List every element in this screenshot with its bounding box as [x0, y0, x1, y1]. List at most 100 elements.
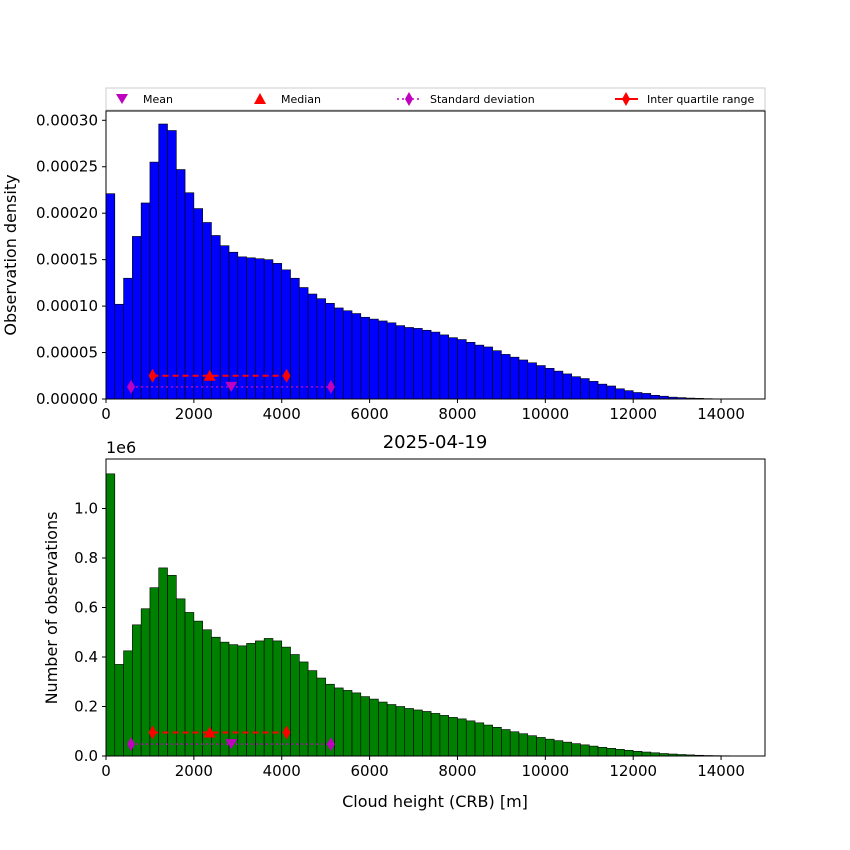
histogram-bar: [509, 356, 520, 400]
histogram-bar: [422, 329, 432, 400]
histogram-bar: [351, 692, 362, 757]
histogram-bar: [237, 645, 247, 757]
histogram-bar: [246, 257, 256, 400]
histogram-bar: [536, 737, 546, 757]
histogram-bar: [395, 325, 406, 400]
histogram-bar: [369, 318, 379, 400]
histogram-bar: [545, 368, 555, 400]
histogram-bar: [580, 378, 590, 400]
histogram-bar: [553, 370, 564, 400]
density-histogram: 0 2000 4000 6000 8000 10000 12000 14000 0.00000…: [1, 110, 766, 423]
histogram-bar: [386, 704, 397, 757]
histogram-bar: [422, 711, 432, 757]
histogram-bar: [457, 339, 467, 400]
y-tick-label: 0.8: [74, 549, 98, 567]
histogram-bar: [439, 715, 449, 757]
histogram-bar: [395, 706, 406, 757]
x-tick-label: 2000: [175, 405, 213, 423]
histogram-bar: [342, 310, 353, 400]
histogram-bar: [158, 567, 168, 757]
histogram-bar: [290, 277, 300, 400]
density-y-label: Observation density: [1, 174, 20, 335]
histogram-bar: [386, 322, 397, 400]
histogram-bar: [167, 130, 177, 400]
x-tick-label: 4000: [263, 762, 301, 780]
x-tick-label: 10000: [521, 405, 569, 423]
x-tick-label: 14000: [697, 762, 745, 780]
histogram-bar: [597, 383, 608, 400]
histogram-bar: [413, 328, 423, 400]
y-tick-label: 0.2: [74, 698, 98, 716]
count-chart-title: 2025-04-19: [383, 432, 488, 453]
iqr-low-marker: [148, 725, 157, 740]
histogram-bar: [360, 696, 370, 757]
density-y-axis: 0.00000 0.00005 0.00010 0.00015 0.00020 0.000…: [36, 111, 106, 408]
histogram-bar: [193, 620, 203, 757]
x-tick-label: 2000: [175, 762, 213, 780]
y-tick-label: 0.00010: [36, 297, 98, 315]
x-tick-label: 0: [101, 405, 111, 423]
histogram-bar: [272, 263, 283, 400]
legend-iqr-label: Inter quartile range: [647, 93, 754, 106]
histogram-bar: [501, 729, 511, 757]
histogram-bar: [527, 735, 537, 757]
histogram-bar: [448, 337, 458, 400]
iqr-high-marker: [282, 725, 291, 740]
histogram-bar: [650, 394, 660, 400]
histogram-bar: [334, 687, 344, 757]
histogram-bar: [342, 690, 353, 757]
histogram-bar: [448, 717, 458, 757]
x-tick-label: 4000: [263, 405, 301, 423]
histogram-bar: [140, 608, 151, 757]
y-tick-label: 0.00000: [36, 390, 98, 408]
histogram-bar: [193, 208, 203, 400]
histogram-bar: [562, 373, 572, 400]
x-tick-label: 10000: [521, 762, 569, 780]
histogram-bar: [615, 388, 625, 400]
histogram-bar: [299, 661, 309, 757]
histogram-bar: [263, 259, 274, 400]
histogram-bar: [132, 624, 142, 757]
legend-iqr-marker: [622, 92, 630, 106]
x-tick-label: 12000: [609, 762, 657, 780]
histogram-bar: [211, 235, 221, 400]
legend-mean-label: Mean: [143, 93, 173, 106]
std-high-marker: [326, 737, 335, 752]
histogram-bar: [184, 612, 195, 757]
histogram-bar: [167, 575, 177, 757]
histogram-bar: [299, 287, 309, 400]
histogram-bar: [562, 741, 572, 757]
histogram-bar: [430, 713, 441, 757]
histogram-bar: [211, 636, 221, 757]
histogram-bar: [580, 744, 590, 757]
histogram-bar: [483, 346, 493, 400]
histogram-bar: [404, 708, 414, 757]
count-y-offset: 1e6: [106, 438, 136, 457]
histogram-bar: [290, 654, 300, 757]
histogram-bar: [307, 293, 318, 400]
histogram-bar: [545, 738, 555, 757]
histogram-bar: [474, 344, 485, 400]
histogram-bar: [413, 709, 423, 757]
y-tick-label: 0.00030: [36, 111, 98, 129]
histogram-bar: [114, 303, 124, 400]
histogram-bar: [378, 320, 388, 400]
legend-std-label: Standard deviation: [430, 93, 535, 106]
x-tick-label: 6000: [351, 762, 389, 780]
y-tick-label: 0.4: [74, 648, 98, 666]
histogram-bar: [369, 698, 379, 757]
histogram-bar: [255, 258, 265, 400]
histogram-bar: [228, 251, 239, 400]
density-bars: [105, 123, 731, 400]
histogram-bar: [237, 256, 247, 400]
histogram-bar: [105, 473, 116, 757]
histogram-bar: [158, 123, 168, 400]
histogram-bar: [465, 720, 476, 757]
histogram-bar: [272, 640, 283, 757]
legend-median-label: Median: [281, 93, 321, 106]
histogram-bar: [149, 161, 160, 400]
histogram-bar: [553, 740, 564, 757]
histogram-bar: [430, 331, 441, 400]
histogram-bar: [527, 362, 537, 400]
histogram-bar: [114, 664, 124, 757]
